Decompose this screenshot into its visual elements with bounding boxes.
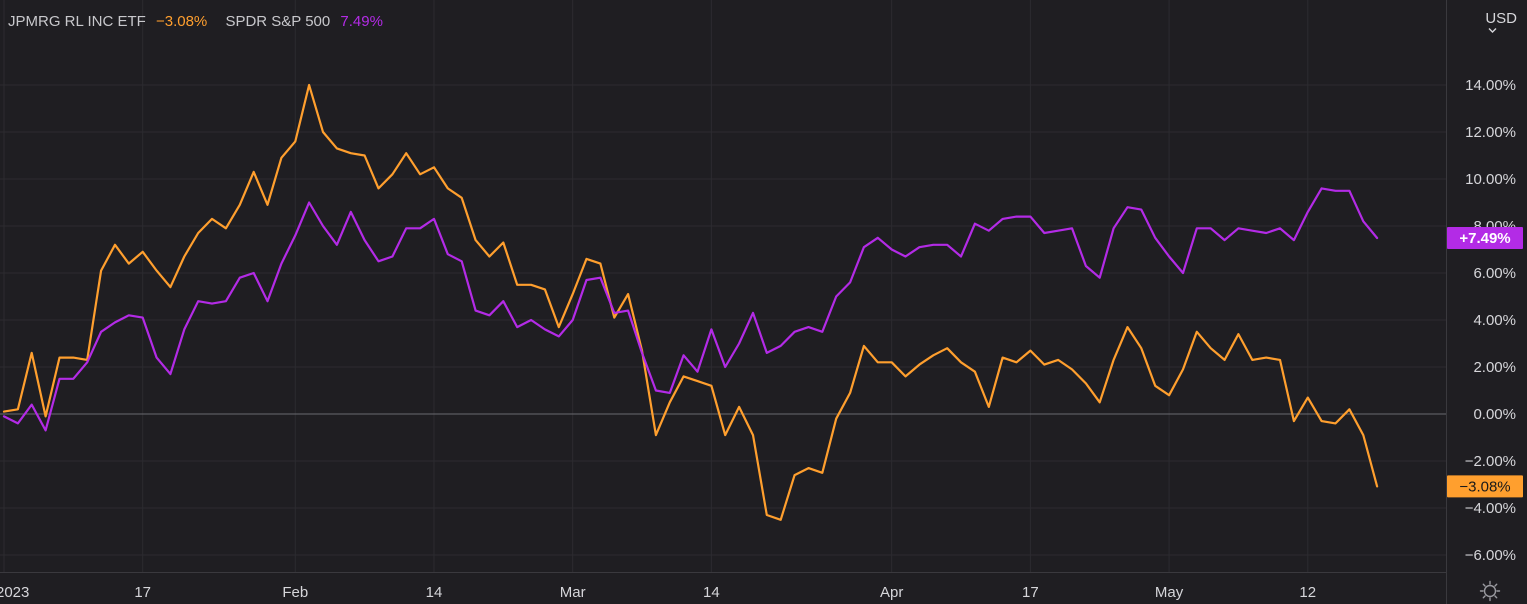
last-value-label-1: −3.08% — [1459, 478, 1510, 495]
legend-series2-value: 7.49% — [340, 13, 383, 30]
chart-legend: JPMRG RL INC ETF −3.08% SPDR S&P 500 7.4… — [8, 13, 389, 30]
y-tick-label: 12.00% — [1465, 124, 1516, 141]
settings-gear-icon[interactable] — [1479, 580, 1501, 602]
y-tick-label: −2.00% — [1465, 453, 1516, 470]
last-value-label-2: +7.49% — [1459, 230, 1510, 247]
legend-series1-name: JPMRG RL INC ETF — [8, 13, 146, 30]
x-tick-label: Feb — [282, 584, 308, 601]
legend-series2-name: SPDR S&P 500 — [225, 13, 331, 30]
x-tick-label: 14 — [426, 584, 443, 601]
x-tick-label: 2023 — [0, 584, 29, 601]
y-tick-label: 4.00% — [1473, 312, 1516, 329]
legend-series1-value: −3.08% — [155, 13, 208, 30]
y-tick-label: 6.00% — [1473, 265, 1516, 282]
y-tick-label: 0.00% — [1473, 406, 1516, 423]
y-tick-label: 2.00% — [1473, 359, 1516, 376]
chevron-down-icon — [1488, 28, 1497, 33]
series-line-2 — [2, 187, 1379, 432]
last-value-badge-2 — [1447, 226, 1523, 249]
y-tick-label: 10.00% — [1465, 171, 1516, 188]
currency-label: USD — [1485, 10, 1517, 27]
x-tick-label: May — [1155, 584, 1184, 601]
last-value-badge-1 — [1447, 475, 1523, 498]
x-tick-label: Apr — [880, 584, 903, 601]
x-tick-label: 12 — [1299, 584, 1316, 601]
x-tick-label: 14 — [703, 584, 720, 601]
x-tick-label: Mar — [560, 584, 586, 601]
y-tick-label: −6.00% — [1465, 547, 1516, 564]
currency-selector[interactable]: USD — [1485, 10, 1517, 34]
x-tick-label: 17 — [134, 584, 151, 601]
series-line-1 — [2, 83, 1379, 521]
y-tick-label: 14.00% — [1465, 77, 1516, 94]
x-tick-label: 17 — [1022, 584, 1039, 601]
y-tick-label: −4.00% — [1465, 500, 1516, 517]
